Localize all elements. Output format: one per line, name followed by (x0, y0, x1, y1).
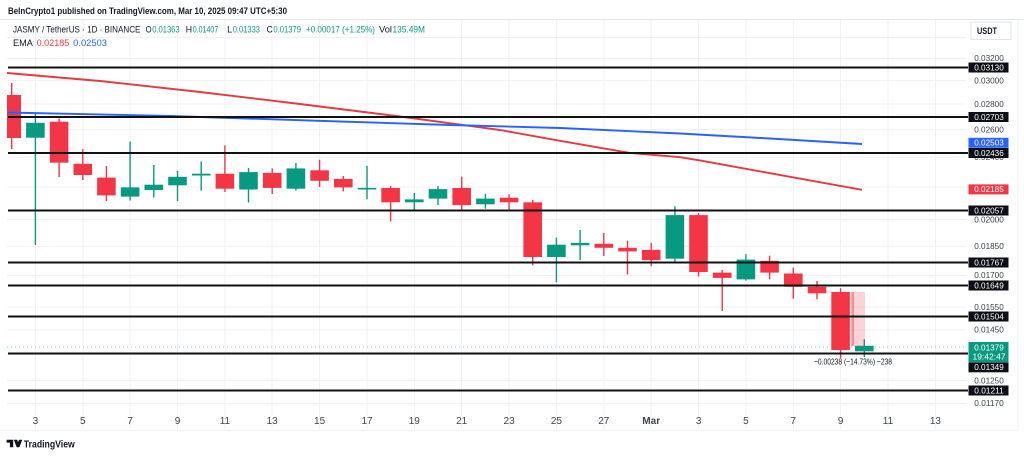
svg-text:5: 5 (743, 416, 749, 427)
svg-text:0.01250: 0.01250 (974, 377, 1004, 386)
svg-text:0.02436: 0.02436 (974, 149, 1004, 158)
svg-text:0.01550: 0.01550 (974, 303, 1004, 312)
svg-text:0.01170: 0.01170 (974, 399, 1004, 408)
svg-text:O: O (146, 24, 152, 34)
svg-text:7: 7 (127, 416, 133, 427)
svg-text:TradingView: TradingView (24, 438, 76, 450)
svg-text:7: 7 (791, 416, 797, 427)
svg-text:USDT: USDT (977, 26, 997, 36)
svg-text:0.02503: 0.02503 (974, 139, 1004, 148)
svg-text:0.01450: 0.01450 (974, 326, 1004, 335)
svg-text:BeInCrypto1 published on Tradi: BeInCrypto1 published on TradingView.com… (8, 6, 287, 16)
svg-text:C: C (267, 24, 274, 34)
svg-text:9: 9 (175, 416, 181, 427)
svg-text:H: H (186, 24, 192, 34)
svg-text:+0.00017 (+1.25%): +0.00017 (+1.25%) (306, 24, 375, 34)
svg-text:5: 5 (80, 416, 86, 427)
svg-text:0.02185: 0.02185 (974, 185, 1004, 194)
svg-text:135.49M: 135.49M (393, 24, 426, 34)
svg-text:0.01649: 0.01649 (974, 281, 1004, 290)
svg-text:0.01349: 0.01349 (974, 363, 1004, 372)
svg-text:15: 15 (314, 416, 326, 427)
svg-text:−0.00238 (−14.73%) −238: −0.00238 (−14.73%) −238 (814, 357, 892, 367)
svg-text:0.01767: 0.01767 (974, 258, 1004, 267)
svg-text:19:42:47: 19:42:47 (973, 353, 1006, 362)
svg-text:0.01363: 0.01363 (152, 24, 179, 34)
svg-text:27: 27 (598, 416, 610, 427)
svg-text:19: 19 (409, 416, 421, 427)
svg-text:0.02503: 0.02503 (73, 38, 107, 48)
svg-text:3: 3 (33, 416, 39, 427)
svg-text:L: L (227, 24, 232, 34)
svg-text:0.02185: 0.02185 (37, 38, 70, 48)
svg-text:0.02600: 0.02600 (974, 125, 1004, 134)
svg-text:0.01407: 0.01407 (193, 24, 219, 34)
svg-text:0.01850: 0.01850 (974, 242, 1004, 251)
svg-text:21: 21 (456, 416, 468, 427)
svg-text:0.03000: 0.03000 (974, 76, 1004, 85)
svg-text:0.02800: 0.02800 (974, 100, 1004, 109)
svg-text:0.01379: 0.01379 (974, 343, 1004, 352)
svg-text:13: 13 (267, 416, 279, 427)
svg-text:Vol: Vol (379, 24, 392, 34)
svg-text:0.02057: 0.02057 (974, 206, 1004, 215)
svg-text:0.01211: 0.01211 (974, 386, 1004, 395)
svg-text:0.03130: 0.03130 (974, 63, 1004, 72)
svg-text:EMA: EMA (13, 38, 34, 48)
svg-text:0.02703: 0.02703 (974, 113, 1004, 122)
svg-text:9: 9 (838, 416, 844, 427)
svg-text:Mar: Mar (642, 416, 660, 427)
svg-text:3: 3 (696, 416, 702, 427)
svg-text:25: 25 (551, 416, 563, 427)
svg-text:0.01379: 0.01379 (273, 24, 301, 34)
svg-text:13: 13 (930, 416, 942, 427)
svg-text:11: 11 (883, 416, 894, 427)
svg-text:11: 11 (220, 416, 231, 427)
svg-text:17: 17 (361, 416, 373, 427)
svg-text:0.01700: 0.01700 (974, 271, 1004, 280)
svg-text:0.01333: 0.01333 (233, 24, 260, 34)
svg-text:0.01504: 0.01504 (974, 312, 1004, 321)
svg-text:23: 23 (504, 416, 516, 427)
svg-text:0.03200: 0.03200 (974, 54, 1004, 63)
svg-text:JASMY / TetherUS · 1D · BINANC: JASMY / TetherUS · 1D · BINANCE (13, 24, 140, 34)
svg-text:0.02000: 0.02000 (974, 215, 1004, 224)
